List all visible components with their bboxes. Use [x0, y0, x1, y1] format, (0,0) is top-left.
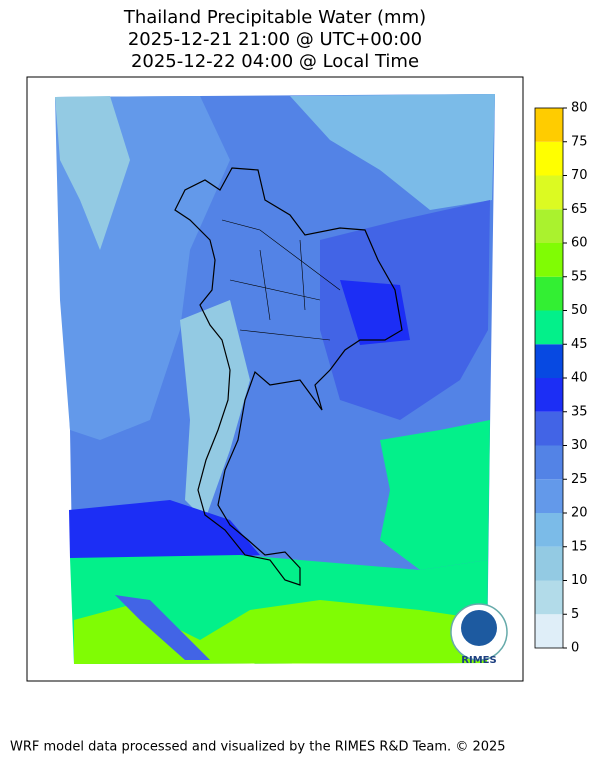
colorbar-bin	[535, 546, 563, 581]
footer: WRF model data processed and visualized …	[10, 740, 506, 755]
colorbar-bin	[535, 209, 563, 243]
tick-label: 75	[571, 134, 588, 149]
tick-label: 20	[571, 506, 588, 521]
tick-label: 55	[571, 269, 588, 284]
province-borders	[221, 219, 341, 341]
tick-label: 25	[571, 472, 588, 487]
tick-label: 30	[571, 438, 588, 453]
field	[55, 96, 130, 250]
colorbar-bin	[535, 445, 563, 480]
tick-label: 0	[571, 641, 579, 656]
tick-label: 45	[571, 337, 588, 352]
tick-label: 35	[571, 404, 588, 419]
subtitle: 2025-12-22 04:00 @ Local Time	[131, 51, 419, 72]
field	[69, 500, 260, 560]
colorbar-frame	[534, 107, 564, 649]
tick-label: 15	[571, 539, 588, 554]
colorbar-bin	[535, 378, 563, 412]
colorbar-bin	[535, 243, 563, 277]
colorbar-bin	[535, 141, 563, 176]
colorbar-bin	[535, 580, 563, 615]
map: RIMES	[26, 76, 524, 682]
tick-label: 70	[571, 168, 588, 183]
field	[320, 200, 490, 420]
colorbar-bin	[535, 175, 563, 210]
tick-label: 80	[571, 101, 588, 116]
tick-label: 5	[571, 607, 579, 622]
field	[340, 280, 410, 345]
tick-label: 40	[571, 371, 588, 386]
tick-label: 50	[571, 303, 588, 318]
tick-label: 60	[571, 236, 588, 251]
tick-label: 65	[571, 202, 588, 217]
field	[115, 595, 210, 660]
colorbar-bin	[535, 108, 563, 142]
colorbar-bin	[535, 411, 563, 446]
tick-label: 10	[571, 573, 588, 588]
field	[380, 420, 490, 570]
colorbar-bin	[535, 479, 563, 513]
title: Thailand Precipitable Water (mm)	[123, 7, 426, 28]
logo-text: RIMES	[461, 655, 496, 666]
logo	[461, 610, 497, 646]
colorbar-bin	[535, 310, 563, 345]
colorbar-bin	[535, 276, 563, 311]
colorbar: 0 5 10 15 20 25 30 35 40 45 50 55 60 65 70 75 80	[535, 101, 588, 656]
country-outline	[174, 167, 403, 586]
field	[180, 300, 250, 520]
colorbar-bin	[535, 344, 563, 378]
field	[290, 94, 495, 210]
colorbar-bin	[535, 513, 563, 547]
subtitle: 2025-12-21 21:00 @ UTC+00:00	[128, 29, 422, 50]
colorbar-bin	[535, 614, 563, 648]
